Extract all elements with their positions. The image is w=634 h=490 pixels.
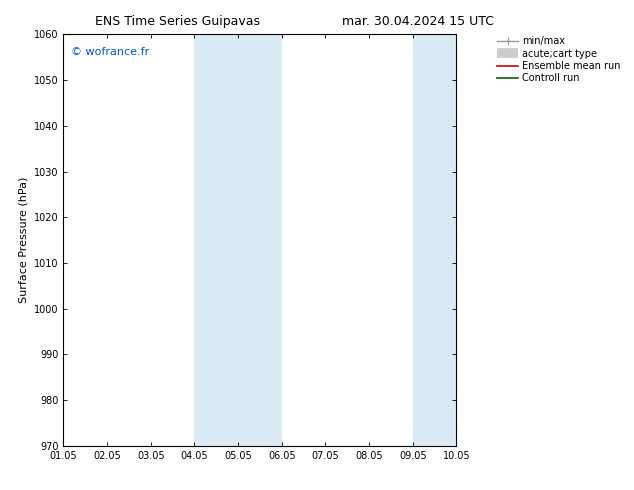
Bar (238, 34, 281, 446)
Text: © wofrance.fr: © wofrance.fr (71, 47, 150, 57)
Text: ENS Time Series Guipavas: ENS Time Series Guipavas (95, 15, 260, 28)
Legend: min/max, acute;cart type, Ensemble mean run, Controll run: min/max, acute;cart type, Ensemble mean … (495, 34, 623, 85)
Text: mar. 30.04.2024 15 UTC: mar. 30.04.2024 15 UTC (342, 15, 495, 28)
Y-axis label: Surface Pressure (hPa): Surface Pressure (hPa) (18, 177, 29, 303)
Bar (413, 34, 456, 446)
Bar (195, 34, 238, 446)
